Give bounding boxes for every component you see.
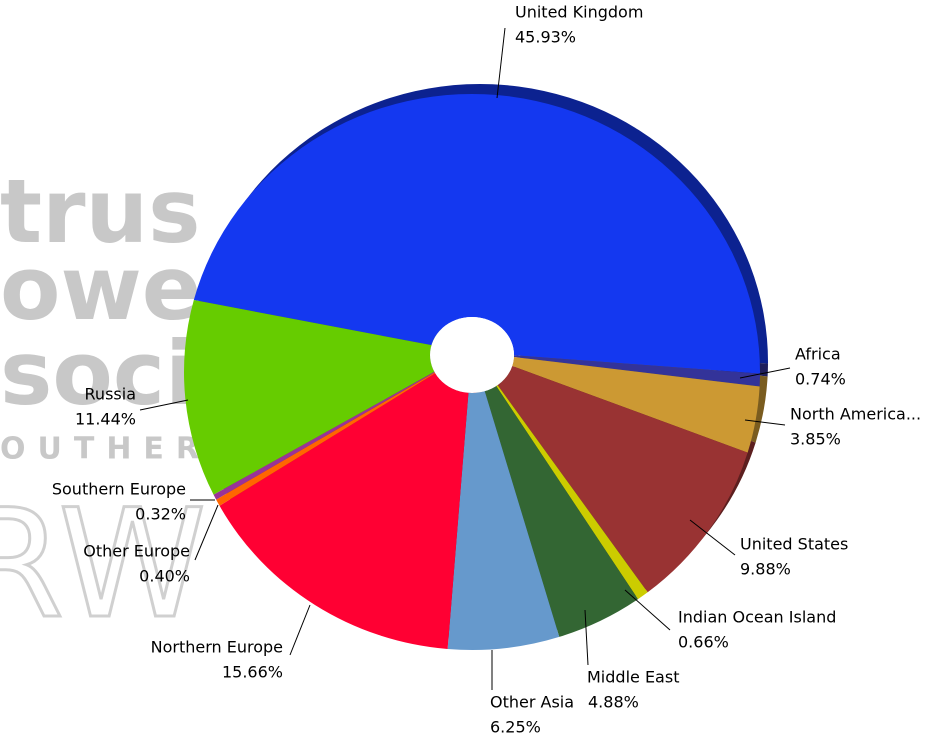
watermark-text: trus: [0, 160, 201, 263]
leader-line: [584, 609, 589, 666]
value-label: 0.66%: [678, 633, 729, 652]
slice-label: United Kingdom: [515, 3, 643, 22]
leader-line: [194, 504, 219, 561]
value-label: 15.66%: [222, 663, 283, 682]
slice: [484, 386, 639, 637]
value-label: 45.93%: [515, 28, 576, 47]
slice-label: Southern Europe: [52, 480, 186, 499]
leader-line: [689, 519, 736, 556]
value-label: 0.40%: [139, 567, 190, 586]
value-label: 9.88%: [740, 560, 791, 579]
slice: [496, 385, 648, 600]
value-label: 3.85%: [790, 430, 841, 449]
slice: [447, 391, 560, 650]
slice-label: Middle East: [587, 668, 679, 687]
value-label: 0.74%: [795, 370, 846, 389]
slice-label: Africa: [795, 345, 841, 364]
leader-line: [496, 27, 506, 99]
slice: [219, 373, 469, 650]
slice: [497, 366, 748, 593]
slice: [513, 355, 760, 387]
watermark-text: RW: [0, 478, 206, 652]
slice-label: Other Asia: [490, 693, 574, 712]
slice-label: United States: [740, 535, 848, 554]
leader-line: [624, 589, 671, 631]
value-label: 4.88%: [588, 693, 639, 712]
slice-label: North America...: [790, 405, 921, 424]
leader-line: [289, 604, 311, 656]
slice-label: Russia: [85, 385, 136, 404]
slice-label: Other Europe: [83, 542, 190, 561]
slice: [193, 93, 760, 374]
slice: [183, 300, 435, 495]
slice-label: Indian Ocean Island: [678, 608, 836, 627]
slice: [216, 372, 436, 506]
donut-hole: [430, 317, 514, 393]
leader-line: [139, 399, 189, 411]
slice-label: Northern Europe: [151, 638, 283, 657]
leader-line: [739, 367, 791, 379]
leader-line: [744, 419, 786, 426]
slice: [213, 371, 435, 500]
value-label: 0.32%: [135, 505, 186, 524]
value-label: 11.44%: [75, 410, 136, 429]
value-label: 6.25%: [490, 718, 541, 737]
slice: [512, 356, 760, 453]
